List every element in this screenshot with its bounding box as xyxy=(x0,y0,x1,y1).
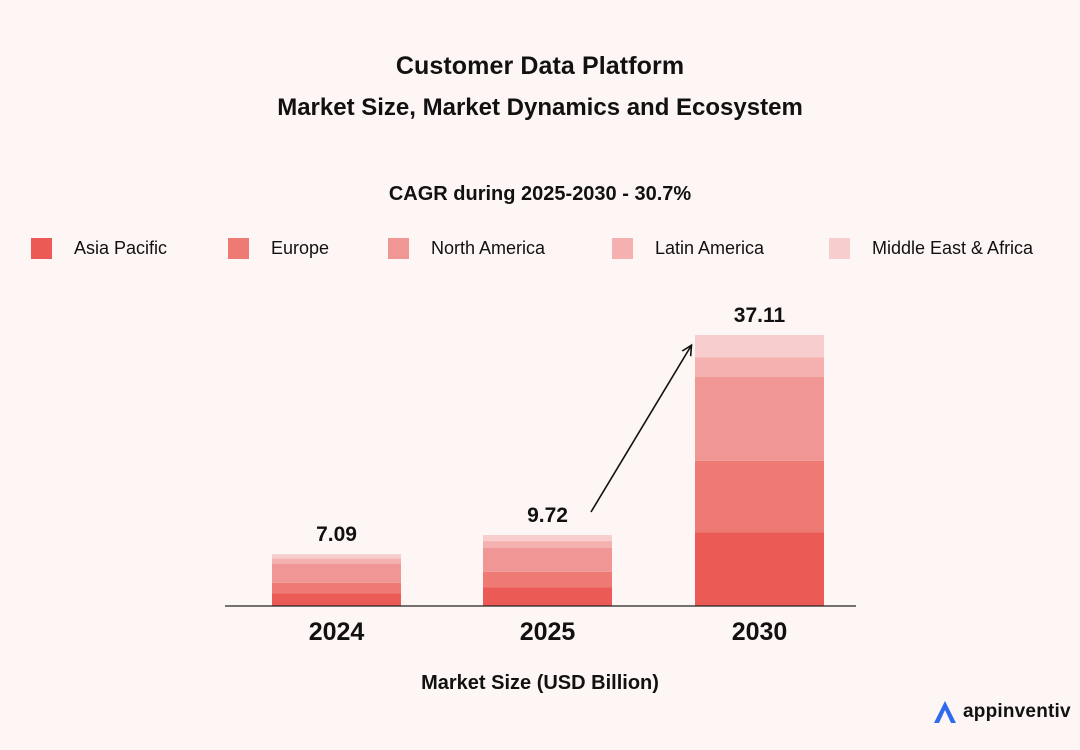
appinventiv-logo-icon xyxy=(934,701,956,723)
legend-label: Latin America xyxy=(655,237,765,258)
bar-segment-2030-latin-america xyxy=(695,357,824,377)
growth-arrow xyxy=(590,346,691,513)
legend-label: Europe xyxy=(271,237,330,258)
bar-segment-2030-north-america xyxy=(695,376,824,461)
legend-swatch xyxy=(388,237,409,259)
legend-swatch xyxy=(829,237,850,259)
legend-label: North America xyxy=(431,237,546,258)
bar-segment-2030-europe xyxy=(695,460,824,533)
bar-segment-2024-asia-pacific xyxy=(272,593,401,606)
chart-title: Customer Data Platform xyxy=(395,52,685,80)
brand-logo: appinventiv xyxy=(932,697,1071,727)
legend-item-north-america: North America xyxy=(388,236,545,260)
legend-label: Asia Pacific xyxy=(74,237,168,258)
chart-subtitle: Market Size, Market Dynamics and Ecosyst… xyxy=(277,94,803,121)
x-axis-title: Market Size (USD Billion) xyxy=(421,672,659,694)
bar-segment-2030-middle-east-africa xyxy=(695,335,824,358)
x-tick-label-2025: 2025 xyxy=(520,618,576,646)
legend-label: Middle East & Africa xyxy=(872,237,1034,258)
total-label-2030: 37.11 xyxy=(734,304,786,327)
x-tick-label-2030: 2030 xyxy=(732,618,788,646)
legend-item-latin-america: Latin America xyxy=(612,236,764,260)
bar-segment-2025-latin-america xyxy=(483,541,612,549)
brand-name: appinventiv xyxy=(963,701,1071,722)
bar-segment-2025-north-america xyxy=(483,548,612,572)
legend-item-middle-east-africa: Middle East & Africa xyxy=(829,236,1033,260)
bar-segment-2025-asia-pacific xyxy=(483,587,612,606)
bar-segment-2024-middle-east-africa xyxy=(272,554,401,559)
bar-segment-2024-europe xyxy=(272,582,401,594)
total-label-2025: 9.72 xyxy=(527,504,568,527)
legend-item-europe: Europe xyxy=(228,236,329,260)
labels-group: 7.09 2024 9.72 2025 37.11 2030 xyxy=(309,304,788,646)
legend-swatch xyxy=(612,237,633,259)
bar-segment-2030-asia-pacific xyxy=(695,532,824,606)
bar-segment-2024-latin-america xyxy=(272,558,401,564)
x-tick-label-2024: 2024 xyxy=(309,618,365,646)
legend-swatch xyxy=(228,237,249,259)
bar-segment-2024-north-america xyxy=(272,563,401,583)
bar-segment-2025-europe xyxy=(483,571,612,588)
total-label-2024: 7.09 xyxy=(316,523,357,546)
legend-item-asia-pacific: Asia Pacific xyxy=(31,236,167,260)
bar-segment-2025-middle-east-africa xyxy=(483,535,612,542)
bars-group xyxy=(272,335,824,606)
cagr-label: CAGR during 2025-2030 - 30.7% xyxy=(388,183,692,205)
legend-swatch xyxy=(31,237,52,259)
